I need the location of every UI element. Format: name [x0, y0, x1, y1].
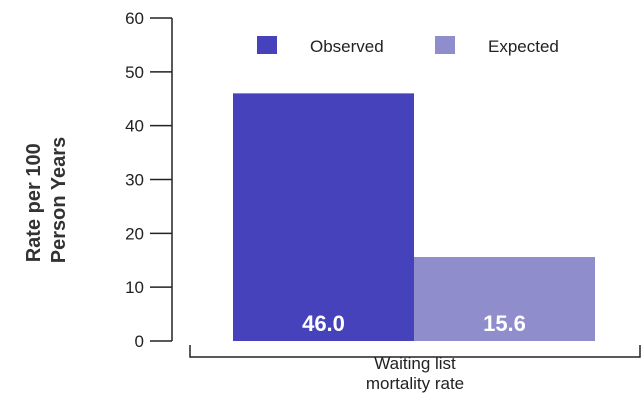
y-tick-label: 50: [125, 63, 144, 82]
legend: Observed Expected: [257, 36, 559, 56]
y-tick-label: 40: [125, 117, 144, 136]
x-category-label-line: mortality rate: [366, 374, 464, 393]
bar-observed: [233, 93, 414, 341]
legend-swatch-expected: [435, 36, 455, 54]
y-axis: 0 10 20 30 40 50 60: [125, 9, 173, 351]
y-tick-label: 10: [125, 278, 144, 297]
legend-label-expected: Expected: [488, 37, 559, 56]
y-tick-label: 20: [125, 224, 144, 243]
y-axis-title-line-2: Person Years: [48, 137, 70, 263]
bars: 46.0 15.6: [233, 93, 595, 341]
data-label-expected: 15.6: [483, 311, 526, 336]
y-tick-label: 0: [135, 332, 144, 351]
x-category-label: Waiting list mortality rate: [366, 354, 464, 393]
x-category-label-line: Waiting list: [374, 354, 456, 373]
y-tick-label: 30: [125, 171, 144, 190]
y-axis-title-line-1: Rate per 100: [23, 143, 45, 262]
legend-swatch-observed: [257, 36, 277, 54]
bar-expected: [414, 257, 595, 341]
y-axis-title: Rate per 100 Person Years: [23, 137, 70, 263]
x-axis: Waiting list mortality rate: [189, 345, 641, 393]
data-label-observed: 46.0: [302, 311, 345, 336]
legend-label-observed: Observed: [310, 37, 384, 56]
x-axis-bracket: [189, 345, 641, 358]
y-tick-label: 60: [125, 9, 144, 28]
